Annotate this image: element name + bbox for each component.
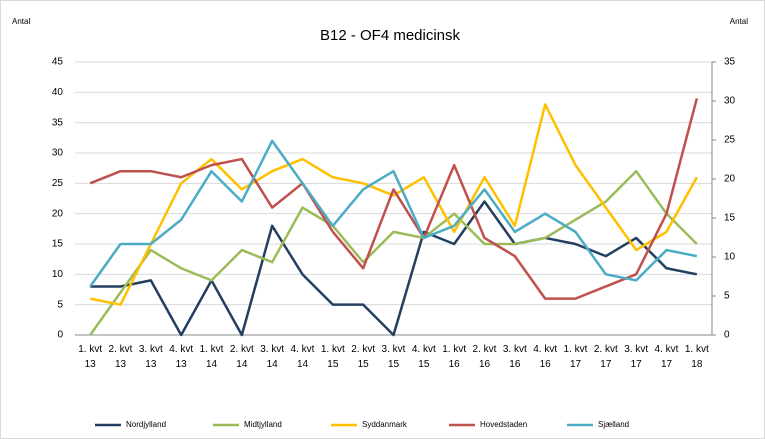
y-tick-label: 20: [52, 208, 64, 219]
y-tick-label: 0: [57, 330, 63, 341]
legend-label: Midtjylland: [244, 420, 282, 429]
y2-tick-label: 25: [724, 135, 736, 146]
y-tick-label: 25: [52, 178, 64, 189]
line-series: [89, 169, 698, 336]
x-tick-label: 1. kvt 17: [564, 344, 588, 370]
line-series: [89, 103, 698, 306]
legend-label: Hovedstaden: [480, 420, 527, 429]
x-tick-label: 3. kvt 17: [624, 344, 648, 370]
y-tick-label: 35: [52, 117, 64, 128]
y-tick-label: 40: [52, 87, 64, 98]
x-tick-label: 2. kvt 14: [230, 344, 254, 370]
x-tick-label: 1. kvt 15: [321, 344, 345, 370]
x-tick-label: 3. kvt 13: [139, 344, 163, 370]
y2-tick-label: 30: [724, 96, 736, 107]
x-tick-label: 4. kvt 13: [169, 344, 193, 370]
x-tick-label: 4. kvt 15: [412, 344, 436, 370]
legend-label: Sjælland: [598, 420, 629, 429]
legend-label: Nordjylland: [126, 420, 166, 429]
y-axis-label: Antal: [12, 17, 30, 26]
x-tick-label: 3. kvt 15: [382, 344, 406, 370]
y-tick-label: 10: [52, 269, 64, 280]
x-tick-label: 2. kvt 15: [351, 344, 375, 370]
y2-axis-label: Antal: [730, 17, 748, 26]
y2-tick-label: 10: [724, 252, 736, 263]
legend-label: Syddanmark: [362, 420, 408, 429]
chart-title: B12 - OF4 medicinsk: [320, 27, 461, 44]
y2-tick-label: 0: [724, 330, 730, 341]
x-tick-label: 1. kvt 16: [442, 344, 466, 370]
x-tick-label: 4. kvt 16: [533, 344, 557, 370]
x-tick-label: 3. kvt 16: [503, 344, 527, 370]
x-tick-label: 2. kvt 13: [109, 344, 133, 370]
y2-tick-label: 20: [724, 174, 736, 185]
x-tick-label: 2. kvt 17: [594, 344, 618, 370]
y2-tick-label: 5: [724, 291, 730, 302]
x-tick-label: 1. kvt 13: [78, 344, 102, 370]
x-tick-label: 2. kvt 16: [473, 344, 497, 370]
y-tick-label: 15: [52, 239, 64, 250]
x-tick-label: 1. kvt 18: [685, 344, 709, 370]
y-tick-label: 30: [52, 148, 64, 159]
y-tick-label: 5: [57, 299, 63, 310]
x-tick-label: 4. kvt 17: [655, 344, 679, 370]
y-tick-label: 45: [52, 57, 64, 68]
y2-tick-label: 15: [724, 213, 736, 224]
x-tick-label: 3. kvt 14: [260, 344, 284, 370]
x-tick-label: 4. kvt 14: [291, 344, 315, 370]
line-series: [89, 139, 698, 288]
line-series: [90, 200, 698, 337]
y2-tick-label: 35: [724, 57, 736, 68]
x-tick-label: 1. kvt 14: [200, 344, 224, 370]
line-series: [89, 98, 699, 300]
